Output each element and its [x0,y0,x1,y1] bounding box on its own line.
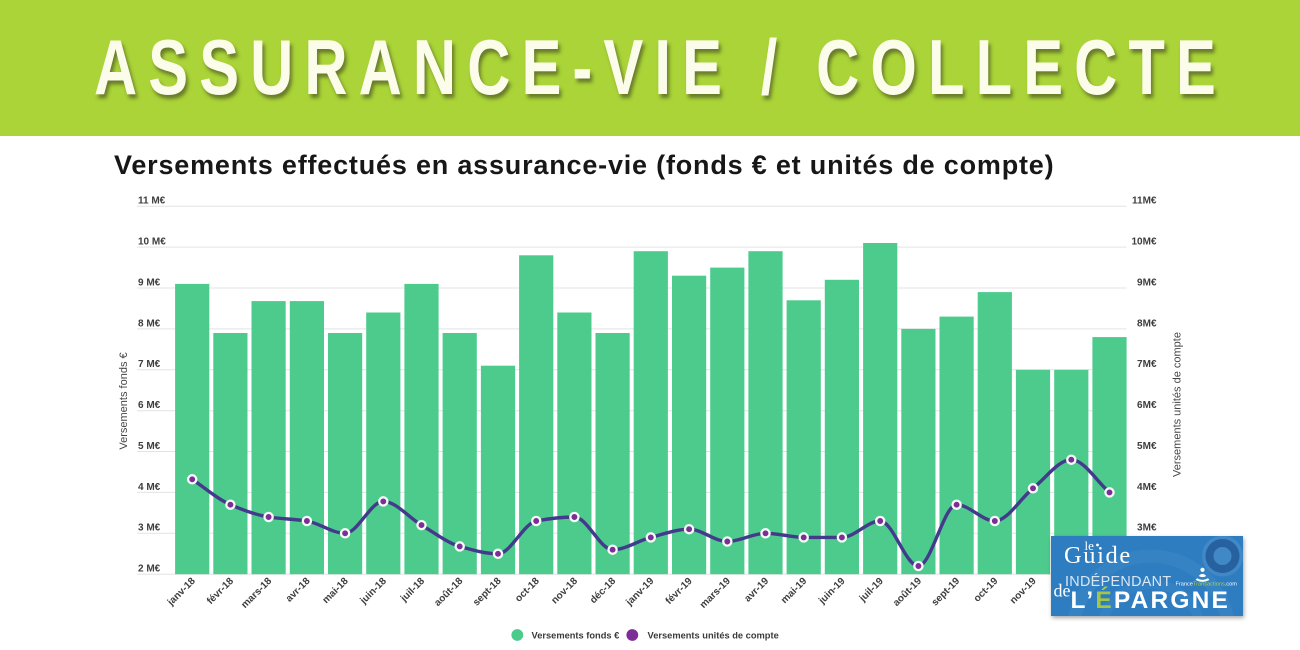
svg-text:avr-19: avr-19 [743,576,772,605]
svg-text:mai-18: mai-18 [321,576,351,606]
svg-text:5M€: 5M€ [1137,441,1157,452]
svg-text:Versements fonds €: Versements fonds € [532,631,620,641]
svg-text:7 M€: 7 M€ [138,359,161,370]
svg-text:déc-18: déc-18 [588,576,618,606]
svg-text:oct-18: oct-18 [513,576,542,605]
svg-text:Versements unités de compte: Versements unités de compte [1172,332,1184,477]
svg-text:avr-18: avr-18 [284,576,313,605]
svg-text:mai-19: mai-19 [779,576,809,606]
svg-text:4 M€: 4 M€ [138,482,161,493]
svg-text:8M€: 8M€ [1137,318,1157,329]
svg-text:INDÉPENDANT: INDÉPENDANT [1065,573,1171,590]
svg-text:8 M€: 8 M€ [138,318,161,329]
svg-text:9M€: 9M€ [1137,277,1157,288]
svg-text:3 M€: 3 M€ [138,523,161,534]
svg-text:11 M€: 11 M€ [138,196,166,207]
svg-text:mars-18: mars-18 [239,576,274,611]
svg-text:5 M€: 5 M€ [138,441,161,452]
svg-text:nov-18: nov-18 [549,576,580,607]
svg-text:10M€: 10M€ [1131,237,1156,248]
svg-text:6 M€: 6 M€ [138,400,161,411]
svg-text:mars-19: mars-19 [698,576,733,611]
svg-text:9 M€: 9 M€ [138,277,161,288]
svg-text:4M€: 4M€ [1137,482,1157,493]
svg-text:juil-18: juil-18 [398,576,427,605]
svg-text:de: de [1054,581,1071,601]
svg-text:févr-19: févr-19 [664,576,695,607]
svg-text:juin-19: juin-19 [816,576,848,608]
svg-text:août-19: août-19 [891,576,924,609]
svg-text:juil-19: juil-19 [857,576,886,605]
svg-text:7M€: 7M€ [1137,359,1157,370]
svg-text:10 M€: 10 M€ [138,237,166,248]
svg-text:Versements fonds €: Versements fonds € [118,352,130,449]
svg-text:3M€: 3M€ [1137,523,1157,534]
svg-text:le: le [1085,538,1095,553]
svg-text:sept-19: sept-19 [930,576,963,609]
svg-text:janv-19: janv-19 [624,576,657,609]
svg-text:janv-18: janv-18 [165,576,198,609]
svg-text:2 M€: 2 M€ [138,564,161,575]
svg-text:L’ÉPARGNE: L’ÉPARGNE [1071,586,1231,614]
svg-text:nov-19: nov-19 [1008,576,1039,607]
svg-text:Guide: Guide [1064,542,1132,569]
svg-text:Versements unités de compte: Versements unités de compte [648,631,779,641]
svg-text:août-18: août-18 [432,576,465,609]
svg-text:oct-19: oct-19 [972,576,1001,605]
svg-text:févr-18: févr-18 [205,576,236,607]
svg-text:sept-18: sept-18 [471,576,504,609]
svg-text:juin-18: juin-18 [358,576,390,608]
svg-text:11M€: 11M€ [1132,196,1157,207]
svg-text:6M€: 6M€ [1137,400,1157,411]
svg-text:FranceTransactions.com: FranceTransactions.com [1176,581,1238,587]
